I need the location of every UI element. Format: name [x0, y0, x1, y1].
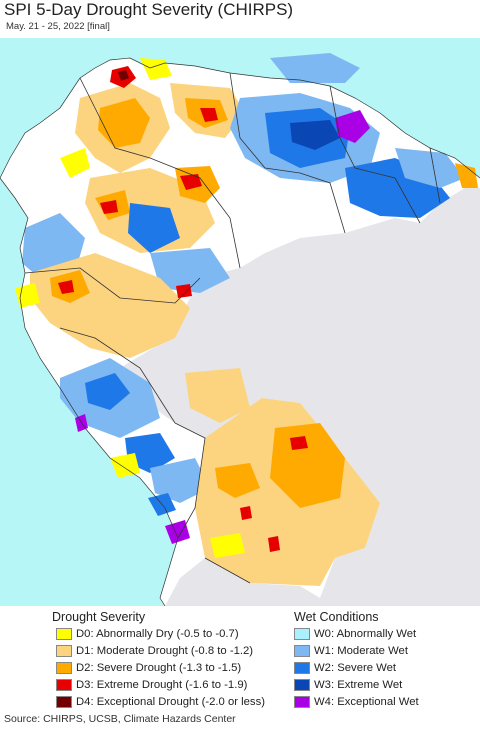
legend-label-d3: D3: Extreme Drought (-1.6 to -1.9)	[76, 679, 248, 691]
wet-w4-patch	[165, 520, 190, 544]
out-of-domain-area	[120, 188, 480, 606]
drought-d3-patch	[58, 280, 74, 294]
legend-item-w4: W4: Exceptional Wet	[294, 694, 419, 710]
wet-w2-patch	[128, 203, 180, 253]
border-line	[79, 77, 241, 269]
map-title: SPI 5-Day Drought Severity (CHIRPS)	[4, 0, 294, 19]
wet-w1-patch	[150, 458, 210, 503]
legend-label-w4: W4: Exceptional Wet	[314, 696, 419, 708]
legend-swatch-w4	[294, 696, 310, 708]
legend-item-w1: W1: Moderate Wet	[294, 643, 408, 659]
wet-w3-patch	[290, 120, 340, 150]
legend-swatch-d3	[56, 679, 72, 691]
drought-d2-patch	[270, 423, 345, 508]
drought-d3-patch	[290, 436, 308, 450]
border-line	[429, 147, 441, 204]
legend-swatch-w1	[294, 645, 310, 657]
legend-item-w0: W0: Abnormally Wet	[294, 626, 416, 642]
map-header: SPI 5-Day Drought Severity (CHIRPS) May.…	[0, 0, 480, 38]
drought-d1-patch	[185, 368, 250, 423]
drought-legend-title: Drought Severity	[52, 610, 146, 624]
map-legend: Drought Severity Wet Conditions D0: Abno…	[0, 606, 480, 712]
out-of-domain-area-south	[165, 558, 320, 606]
legend-label-w3: W3: Extreme Wet	[314, 679, 403, 691]
legend-swatch-d1	[56, 645, 72, 657]
legend-swatch-w3	[294, 679, 310, 691]
drought-d3-patch	[100, 200, 118, 214]
legend-label-d0: D0: Abnormally Dry (-0.5 to -0.7)	[76, 628, 239, 640]
legend-item-d2: D2: Severe Drought (-1.3 to -1.5)	[56, 660, 241, 676]
map-date-range: May. 21 - 25, 2022 [final]	[6, 21, 110, 32]
legend-label-d2: D2: Severe Drought (-1.3 to -1.5)	[76, 662, 242, 674]
drought-d4-patch	[118, 70, 129, 81]
drought-d3-patch	[180, 174, 202, 190]
legend-label-d1: D1: Moderate Drought (-0.8 to -1.2)	[76, 645, 254, 657]
drought-d2-patch	[98, 98, 150, 148]
drought-d0-patch	[15, 283, 40, 308]
drought-d2-patch	[455, 163, 478, 188]
wet-w2-patch	[85, 373, 130, 410]
coastline	[0, 57, 480, 606]
legend-swatch-d0	[56, 628, 72, 640]
legend-item-w2: W2: Severe Wet	[294, 660, 396, 676]
border-line	[24, 267, 201, 304]
legend-label-w0: W0: Abnormally Wet	[314, 628, 417, 640]
wet-w1-patch	[150, 248, 230, 293]
border-line	[59, 327, 176, 424]
wet-w4-patch	[335, 110, 370, 143]
border-line	[229, 72, 346, 234]
wet-w1-patch	[395, 148, 465, 188]
legend-label-w1: W1: Moderate Wet	[314, 645, 408, 657]
legend-item-d4: D4: Exceptional Drought (-2.0 or less)	[56, 694, 265, 710]
drought-d0-patch	[210, 533, 245, 558]
drought-d3-patch	[200, 108, 218, 122]
drought-d2-patch	[215, 463, 260, 498]
legend-swatch-w0	[294, 628, 310, 640]
legend-label-d4: D4: Exceptional Drought (-2.0 or less)	[76, 696, 265, 708]
legend-item-w3: W3: Extreme Wet	[294, 677, 402, 693]
drought-d0-patch	[60, 148, 90, 178]
map-canvas	[0, 38, 480, 606]
country-borders	[24, 72, 441, 584]
wet-w1-patch	[270, 53, 360, 83]
drought-map	[0, 38, 480, 606]
drought-d3-patch	[268, 536, 280, 552]
wet-legend-title: Wet Conditions	[294, 610, 379, 624]
legend-swatch-d2	[56, 662, 72, 674]
border-line	[329, 85, 421, 224]
source-credit: Source: CHIRPS, UCSB, Climate Hazards Ce…	[4, 713, 236, 725]
legend-swatch-d4	[56, 696, 72, 708]
legend-item-d0: D0: Abnormally Dry (-0.5 to -0.7)	[56, 626, 239, 642]
drought-d3-patch	[240, 506, 252, 520]
legend-swatch-w2	[294, 662, 310, 674]
drought-d3-patch	[176, 284, 192, 298]
legend-item-d1: D1: Moderate Drought (-0.8 to -1.2)	[56, 643, 253, 659]
border-line	[174, 422, 206, 539]
legend-label-w2: W2: Severe Wet	[314, 662, 397, 674]
border-line	[204, 557, 251, 584]
drought-d0-patch	[110, 453, 140, 478]
legend-item-d3: D3: Extreme Drought (-1.6 to -1.9)	[56, 677, 247, 693]
